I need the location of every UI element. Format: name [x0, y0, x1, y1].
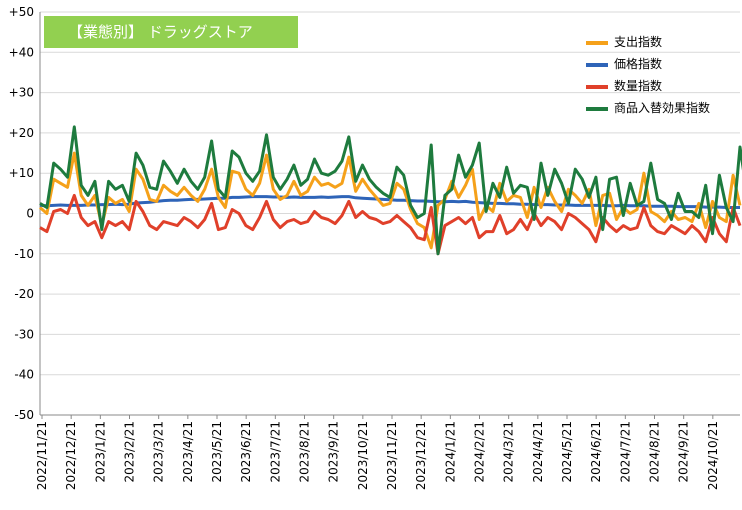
x-tick-label: 2024/5/21 — [560, 421, 574, 483]
legend-label: 数量指数 — [614, 79, 663, 93]
legend-swatch — [586, 41, 608, 45]
y-tick-label: -20 — [14, 287, 34, 301]
legend-label: 支出指数 — [614, 35, 663, 49]
legend-swatch — [586, 85, 608, 89]
x-tick-label: 2024/7/21 — [618, 421, 632, 483]
x-tick-label: 2023/3/21 — [152, 421, 166, 483]
x-axis: 2022/11/21 2022/12/21 2023/1/21 2023/2/21 20… — [35, 415, 720, 490]
x-tick-label: 2023/9/21 — [327, 421, 341, 483]
x-tick-label: 2023/1/21 — [93, 421, 107, 483]
y-tick-label: -10 — [14, 247, 34, 261]
x-tick-label: 2023/5/21 — [210, 421, 224, 483]
series-line-3 — [39, 125, 742, 256]
x-tick-label: 2024/3/21 — [502, 421, 516, 483]
x-tick-label: 2023/10/21 — [356, 421, 370, 490]
x-tick-label: 2024/6/21 — [589, 421, 603, 483]
y-tick-label: -40 — [14, 368, 34, 382]
series-lines — [39, 125, 742, 256]
x-tick-label: 2024/8/21 — [648, 421, 662, 483]
grid-lines — [39, 11, 740, 416]
x-tick-label: 2024/9/21 — [677, 421, 691, 483]
x-tick-label: 2023/2/21 — [123, 421, 137, 483]
legend-label: 商品入替効果指数 — [614, 101, 711, 115]
y-tick-label: +40 — [9, 45, 34, 59]
x-tick-label: 2023/8/21 — [298, 421, 312, 483]
series-line-2 — [39, 193, 742, 256]
x-tick-label: 2022/11/21 — [35, 421, 49, 490]
x-tick-label: 2023/11/21 — [385, 421, 399, 490]
y-tick-label: +10 — [9, 166, 34, 180]
y-tick-label: -50 — [14, 408, 34, 422]
chart-title-badge: 【業態別】 ドラッグストア — [44, 16, 298, 48]
legend-swatch — [586, 107, 608, 111]
x-tick-label: 2023/7/21 — [268, 421, 282, 483]
x-tick-label: 2024/10/21 — [706, 421, 720, 490]
x-tick-label: 2024/2/21 — [473, 421, 487, 483]
y-tick-label: 0 — [26, 207, 34, 221]
x-tick-label: 2022/12/21 — [64, 421, 78, 490]
x-tick-label: 2023/12/21 — [414, 421, 428, 490]
legend-label: 価格指数 — [614, 57, 663, 71]
y-tick-label: -30 — [14, 327, 34, 341]
y-tick-label: +30 — [9, 86, 34, 100]
x-tick-label: 2024/4/21 — [531, 421, 545, 483]
x-tick-label: 2024/1/21 — [443, 421, 457, 483]
x-tick-label: 2023/6/21 — [239, 421, 253, 483]
legend-swatch — [586, 63, 608, 67]
y-tick-label: +50 — [9, 5, 34, 19]
y-tick-label: +20 — [9, 126, 34, 140]
x-tick-label: 2023/4/21 — [181, 421, 195, 483]
y-axis: +50 +40 +30 +20 +10 0 -10 -20 -30 -40 -50 — [9, 5, 34, 422]
